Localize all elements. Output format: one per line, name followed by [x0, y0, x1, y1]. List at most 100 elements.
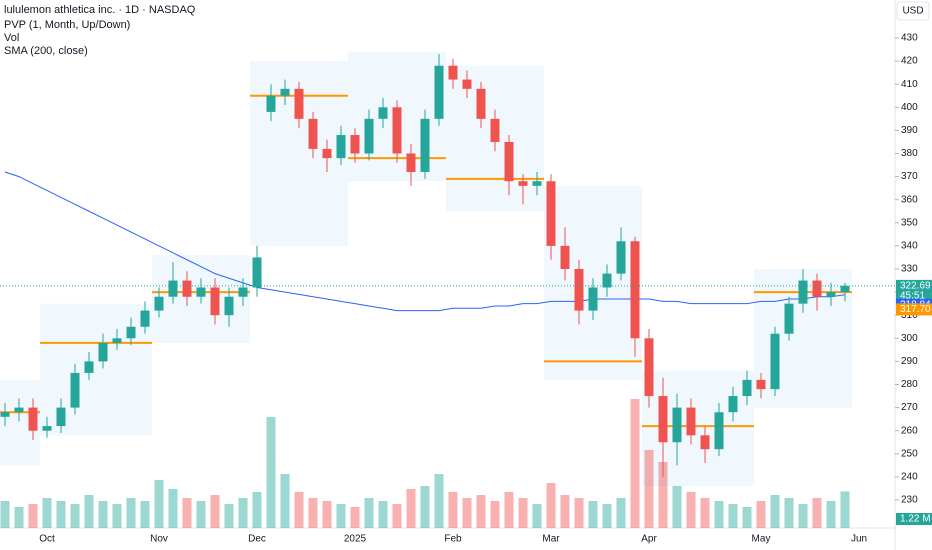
candle-body [812, 280, 822, 297]
volume-bar [448, 492, 458, 528]
candle-body [798, 280, 808, 304]
y-tick-label: 270 [901, 402, 918, 413]
candle-body [322, 148, 332, 159]
candle-body [700, 435, 710, 450]
x-tick-label: Feb [444, 534, 462, 545]
indicator: SMA (200, close) [4, 45, 88, 57]
candle-body [714, 412, 724, 450]
candle-body [434, 65, 444, 119]
candle-body [560, 245, 570, 269]
volume-bar [742, 507, 752, 528]
candle-body [168, 280, 178, 297]
volume-bar [336, 504, 346, 528]
volume-bar [196, 501, 206, 528]
x-tick-label: Dec [248, 534, 266, 545]
volume-bar [504, 492, 514, 528]
candle-body [238, 287, 248, 297]
volume-bar [56, 501, 66, 528]
volume-bar [826, 501, 836, 528]
last-price-tag [896, 279, 932, 302]
candle-body [378, 107, 388, 119]
x-tick-label: Mar [542, 534, 560, 545]
candle-body [630, 241, 640, 339]
candle-body [14, 407, 24, 413]
indicator: PVP (1, Month, Up/Down) [4, 19, 130, 31]
volume-bar [672, 486, 682, 528]
candle-body [70, 372, 80, 408]
volume-bar [252, 492, 262, 528]
volume-bar [490, 501, 500, 528]
volume-bar [700, 498, 710, 528]
volume-bar [294, 492, 304, 528]
volume-bar [84, 495, 94, 528]
candle-body [28, 407, 38, 431]
candle-body [784, 303, 794, 334]
volume-bar [392, 504, 402, 528]
candle-body [588, 287, 598, 311]
volume-bar [224, 504, 234, 528]
y-tick-label: 330 [901, 264, 918, 275]
candle-body [476, 88, 486, 119]
indicator: Vol [4, 32, 19, 44]
y-tick-label: 390 [901, 125, 918, 136]
candle-body [252, 257, 262, 288]
volume-bar [70, 504, 80, 528]
volume-bar [770, 495, 780, 528]
sma-line [4, 171, 846, 312]
volume-bar [126, 498, 136, 528]
volume-bar [420, 486, 430, 528]
volume-bar [364, 498, 374, 528]
y-tick-label: 260 [901, 425, 918, 436]
volume-bar [378, 501, 388, 528]
y-tick-label: 430 [901, 33, 918, 44]
volume-tag [896, 513, 932, 525]
volume-bar [476, 495, 486, 528]
volume-bar [434, 474, 444, 528]
candle-body [602, 273, 612, 288]
candle-body [728, 396, 738, 413]
candle-body [196, 287, 206, 297]
y-tick-label: 230 [901, 495, 918, 506]
poc-value: 317.70 [900, 304, 931, 315]
volume-bar [266, 417, 276, 528]
volume-value: 1.22 M [900, 514, 931, 525]
candle-body [294, 88, 304, 119]
y-tick-label: 280 [901, 379, 918, 390]
candle-body [420, 118, 430, 172]
volume-bar [728, 504, 738, 528]
y-tick-label: 240 [901, 472, 918, 483]
candle-body [518, 181, 528, 186]
candle-body [462, 79, 472, 89]
candle-body [504, 141, 514, 182]
volume-bar [210, 495, 220, 528]
volume-bar [168, 489, 178, 528]
y-tick-label: 370 [901, 171, 918, 182]
candle-body [0, 412, 10, 417]
candle-body [644, 338, 654, 397]
y-tick-label: 340 [901, 241, 918, 252]
candle-body [140, 310, 150, 327]
candle-body [210, 287, 220, 316]
candle-body [308, 118, 318, 149]
candle-body [56, 407, 66, 427]
y-tick-label: 420 [901, 56, 918, 67]
volume-bar [518, 498, 528, 528]
volume-bar [462, 498, 472, 528]
volume-bar [238, 498, 248, 528]
currency-button[interactable] [896, 1, 930, 21]
x-tick-label: 2025 [344, 534, 367, 545]
currency[interactable]: USD [902, 6, 923, 17]
volume-bar [28, 504, 38, 528]
volume-bar [658, 462, 668, 528]
candle-body [224, 296, 234, 316]
candle-body [126, 326, 136, 339]
volume-bar [630, 399, 640, 528]
candle-body [686, 407, 696, 436]
volume-bar [560, 495, 570, 528]
candle-body [350, 135, 360, 154]
y-tick-label: 290 [901, 356, 918, 367]
x-tick-label: May [752, 534, 771, 545]
volume-bar [308, 498, 318, 528]
candle-body [574, 269, 584, 311]
